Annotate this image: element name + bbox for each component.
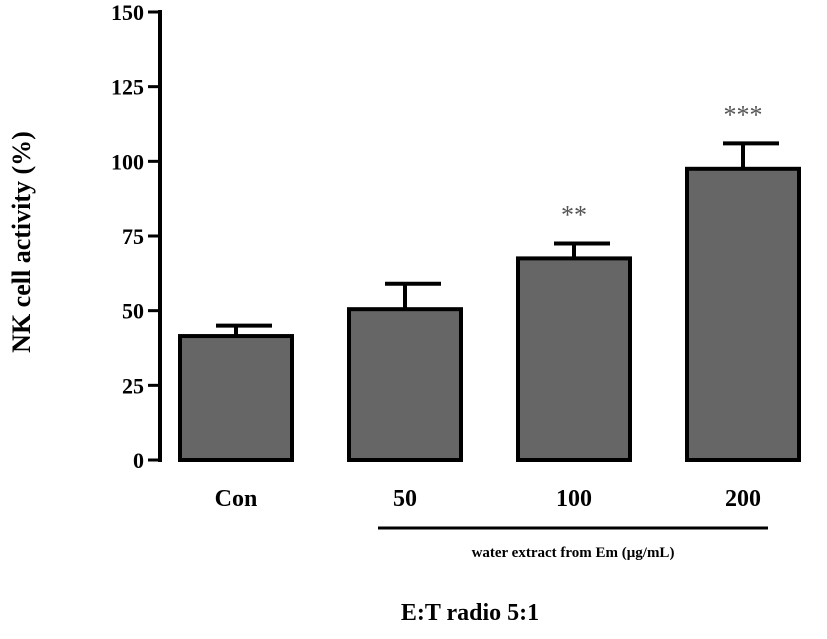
y-tick-label: 75 [122,224,144,249]
bars [178,141,801,463]
y-tick-label: 25 [122,373,144,398]
labels: Con 50 ** 100 *** 200 [215,100,763,512]
chart-caption: E:T radio 5:1 [401,600,539,626]
bar [347,307,463,462]
bar [685,166,801,463]
group-label: water extract from Em (μg/mL) [472,545,675,561]
bar [516,256,632,462]
x-tick-label: Con [215,486,258,512]
y-tick-label: 100 [111,149,144,174]
x-tick-label: 50 [393,486,417,512]
y-axis-label: NK cell activity (%) [7,131,36,353]
significance-marker: *** [724,100,763,129]
axes: 0 25 50 75 100 125 150 [111,0,768,530]
x-tick-label: 100 [556,486,592,512]
x-tick-label: 200 [725,486,761,512]
significance-marker: ** [561,200,587,229]
y-tick-label: 0 [133,448,144,473]
bar [178,334,294,463]
y-tick-label: 125 [111,75,144,100]
y-tick-label: 50 [122,299,144,324]
y-tick-label: 150 [111,0,144,25]
